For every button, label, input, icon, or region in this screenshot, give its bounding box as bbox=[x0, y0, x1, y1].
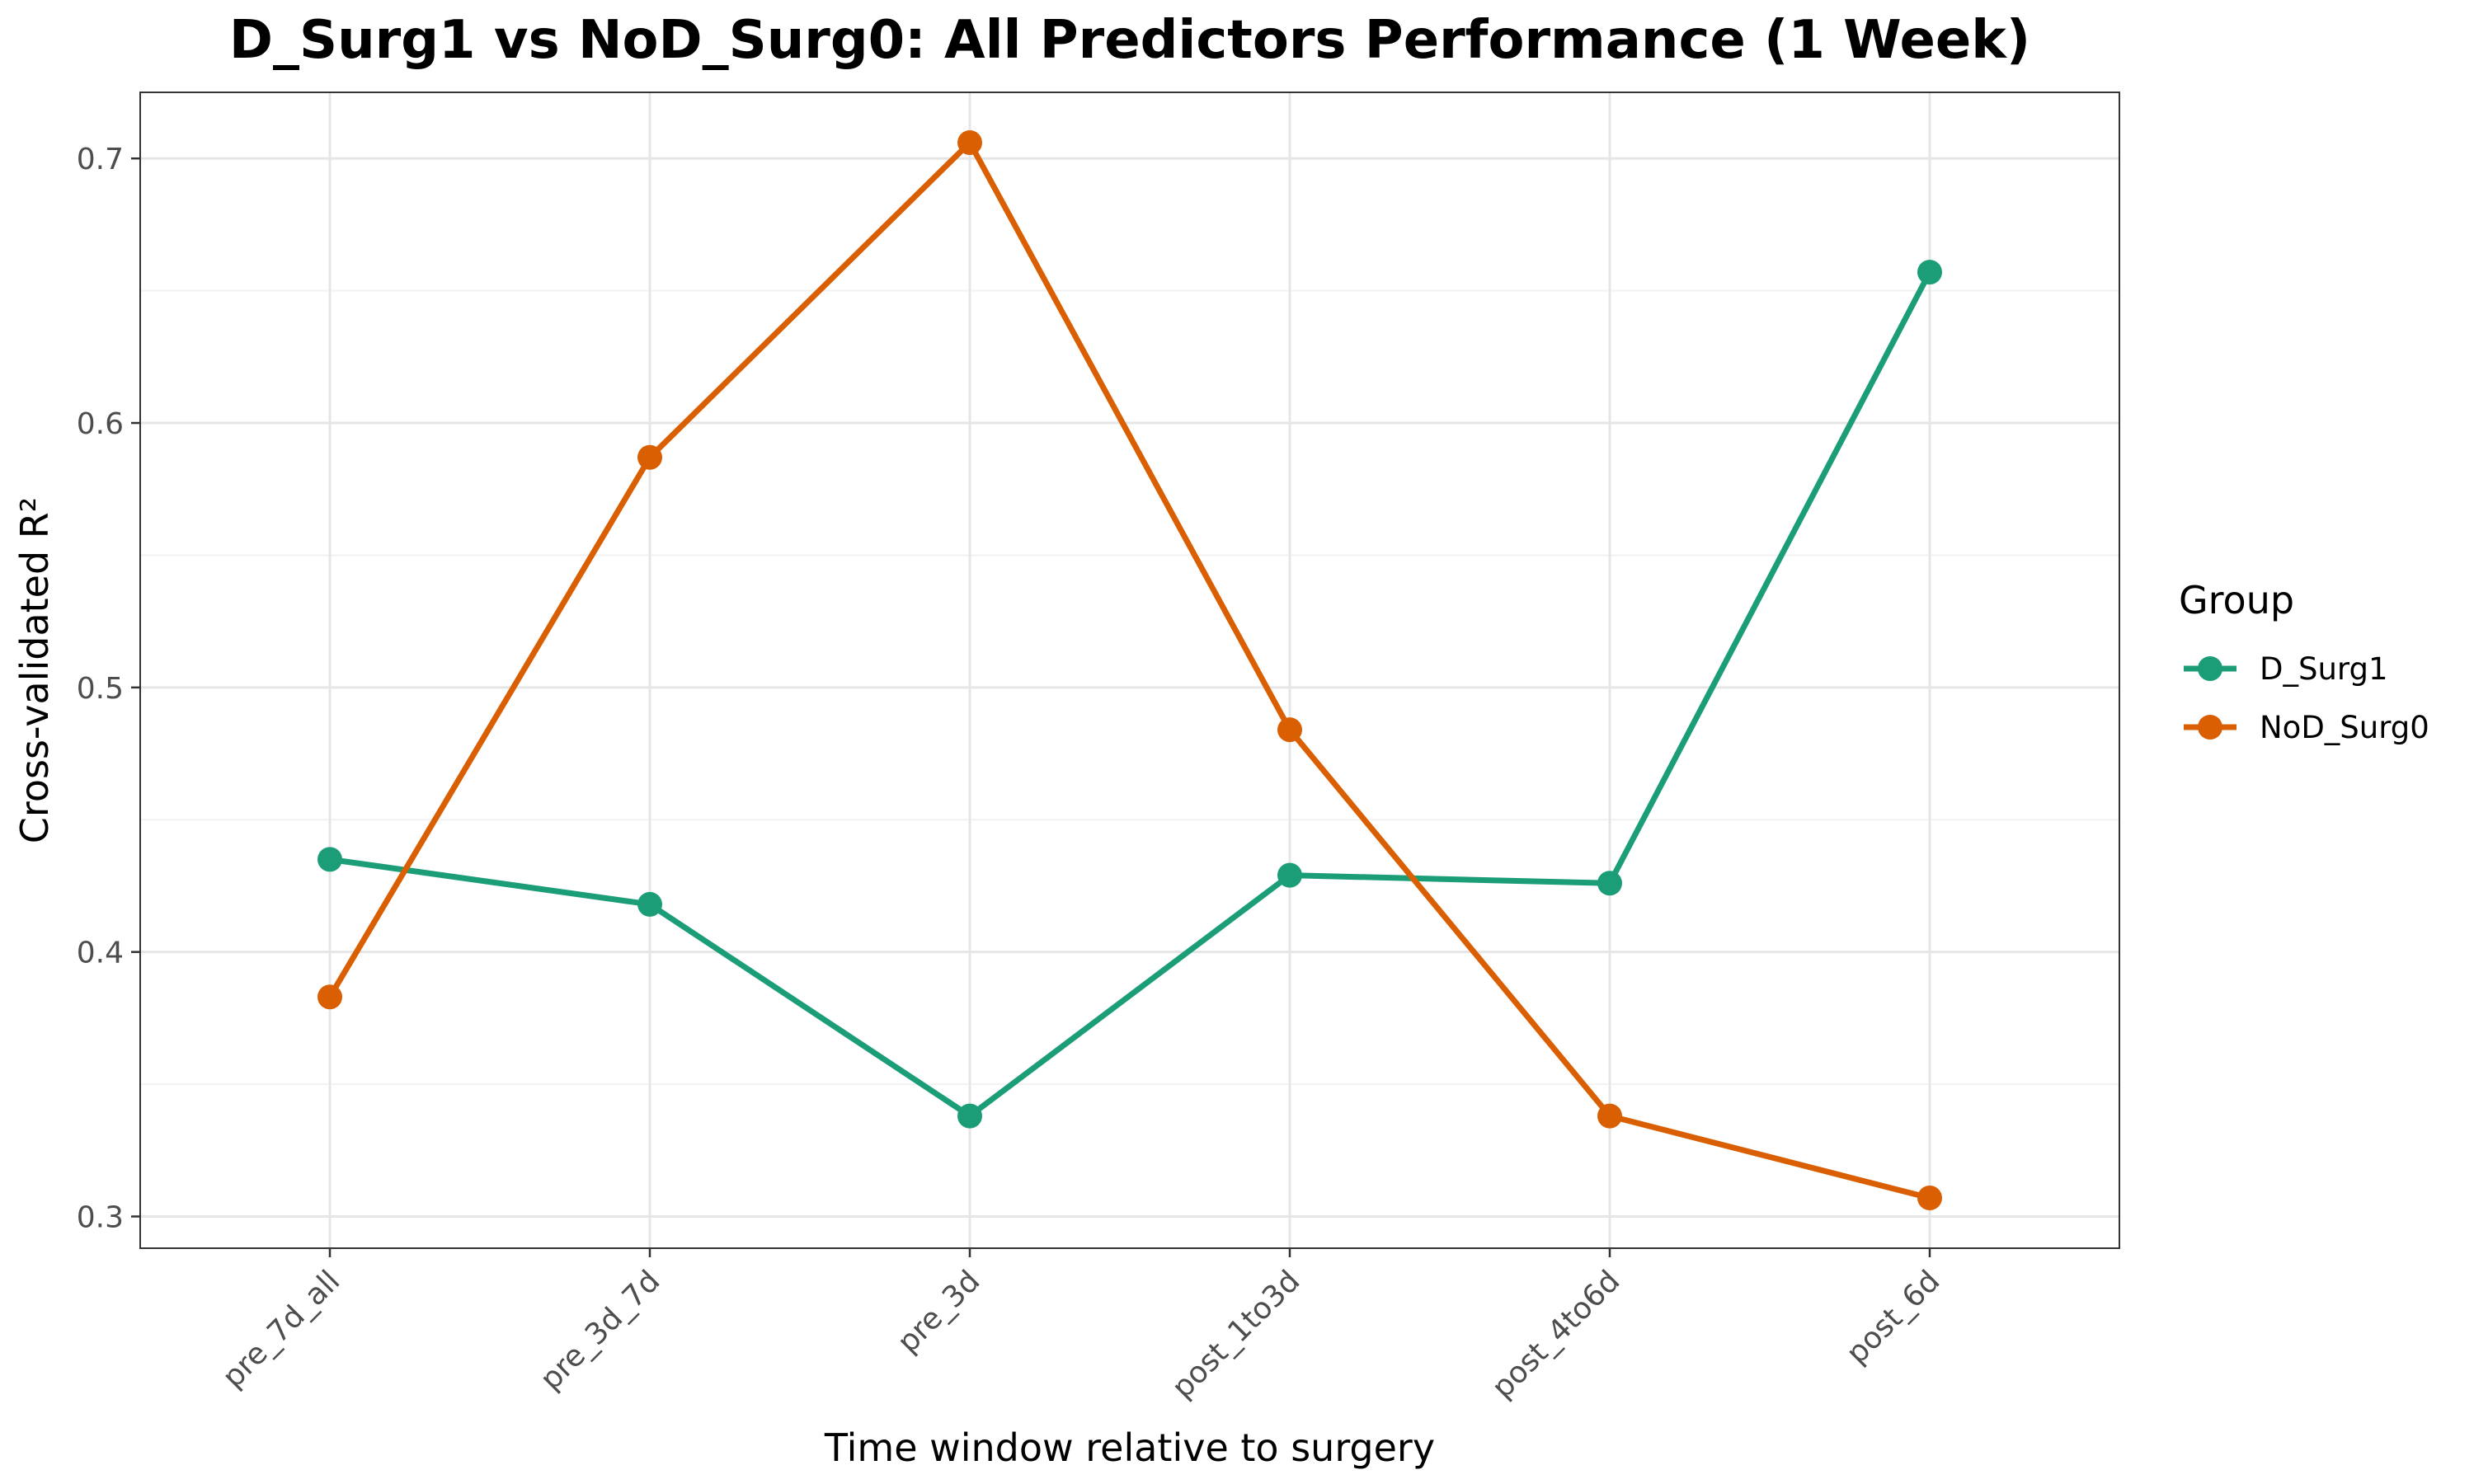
y-tick-label: 0.5 bbox=[77, 672, 124, 706]
x-tick-label: post_1to3d bbox=[1166, 1264, 1307, 1405]
x-axis: pre_7d_all pre_3d_7d pre_3d post_1to3d post_… bbox=[216, 1248, 1946, 1405]
series-layer bbox=[317, 129, 1942, 1211]
legend-item: NoD_Surg0 bbox=[2184, 710, 2429, 745]
data-point-NoD_Surg0 bbox=[1597, 1103, 1622, 1129]
y-tick-label: 0.6 bbox=[77, 407, 124, 441]
x-tick-label: post_6d bbox=[1840, 1264, 1946, 1370]
x-tick-label: pre_3d_7d bbox=[534, 1264, 666, 1397]
legend-key-point bbox=[2198, 656, 2222, 681]
data-point-D_Surg1 bbox=[1597, 871, 1622, 896]
legend: Group D_Surg1 NoD_Surg0 bbox=[2179, 578, 2429, 745]
y-axis-title: Cross-validated R² bbox=[12, 497, 57, 843]
data-point-NoD_Surg0 bbox=[1917, 1186, 1942, 1211]
data-point-D_Surg1 bbox=[637, 891, 662, 917]
minor-gridlines bbox=[140, 289, 2119, 1086]
data-point-NoD_Surg0 bbox=[957, 129, 982, 155]
x-tick-label: post_4to6d bbox=[1486, 1264, 1627, 1405]
legend-key-point bbox=[2198, 715, 2222, 740]
legend-label: D_Surg1 bbox=[2260, 651, 2388, 687]
data-point-NoD_Surg0 bbox=[637, 444, 662, 470]
x-tick-label: pre_7d_all bbox=[216, 1264, 346, 1394]
y-tick-label: 0.7 bbox=[77, 143, 124, 176]
major-gridlines bbox=[140, 92, 2119, 1248]
y-tick-label: 0.3 bbox=[77, 1201, 124, 1235]
series-line-NoD_Surg0 bbox=[327, 139, 1931, 1201]
plot-panel bbox=[139, 92, 2120, 1249]
x-axis-title: Time window relative to surgery bbox=[824, 1425, 1435, 1470]
chart-title: D_Surg1 vs NoD_Surg0: All Predictors Per… bbox=[229, 10, 2030, 71]
y-tick-label: 0.4 bbox=[77, 937, 124, 970]
y-axis: 0.3 0.4 0.5 0.6 0.7 bbox=[77, 143, 140, 1235]
data-point-NoD_Surg0 bbox=[317, 984, 342, 1010]
panel-border bbox=[139, 92, 2120, 1249]
series-line-D_Surg1 bbox=[329, 270, 1933, 1120]
data-point-D_Surg1 bbox=[1277, 862, 1302, 888]
x-tick-label: pre_3d bbox=[891, 1264, 987, 1360]
data-point-NoD_Surg0 bbox=[1277, 717, 1302, 743]
legend-title: Group bbox=[2179, 578, 2294, 622]
legend-label: NoD_Surg0 bbox=[2260, 710, 2429, 745]
data-point-D_Surg1 bbox=[957, 1103, 982, 1129]
data-point-D_Surg1 bbox=[317, 847, 342, 872]
legend-item: D_Surg1 bbox=[2184, 651, 2388, 687]
data-point-D_Surg1 bbox=[1917, 260, 1942, 285]
